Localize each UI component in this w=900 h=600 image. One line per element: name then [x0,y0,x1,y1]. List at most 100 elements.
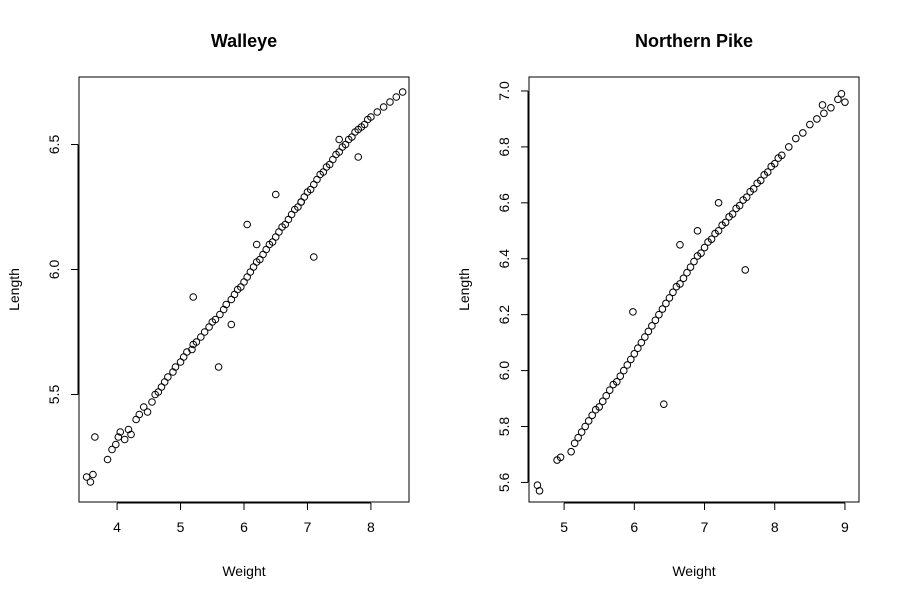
data-point [570,439,579,448]
data-point [588,411,596,420]
data-point [634,344,642,353]
x-tick-label: 7 [701,519,709,535]
data-point [721,218,730,227]
data-point [567,447,575,456]
data-point [700,243,709,252]
data-point [742,193,751,202]
data-point [820,109,828,118]
y-tick-label: 6.0 [46,260,62,280]
data-point [741,266,750,274]
panel-northern-pike: Northern Pike Weight Length 5 6 7 8 9 5.6 5.8 6.0 6… [456,31,860,579]
data-point [189,293,198,301]
data-point [777,151,786,160]
data-point [676,240,684,249]
data-point [135,410,144,419]
data-point [693,226,702,235]
x-tick-label: 5 [177,519,185,535]
data-point [679,274,688,283]
x-tick-label: 5 [560,519,568,535]
data-point [665,294,674,302]
data-point [398,88,407,96]
data-point [837,89,846,98]
data-point [197,333,205,341]
data-point [335,135,343,144]
data-point [662,299,670,308]
data-point [216,310,224,319]
data-point [813,115,821,123]
x-tick-label: 6 [630,519,638,535]
x-tick-label: 8 [771,519,779,535]
data-point [164,373,172,381]
data-points [533,89,849,495]
data-point [612,377,621,386]
data-point [660,400,668,408]
data-point [222,300,231,309]
data-point [627,355,635,364]
y-tick-label: 5.8 [496,417,512,437]
data-point [763,168,772,176]
data-point [556,453,565,462]
data-point [623,361,632,369]
x-tick-label: 8 [367,519,375,535]
data-point [605,386,614,394]
data-point [749,185,758,193]
data-point [714,199,723,207]
y-tick-label: 6.8 [496,137,512,157]
data-points [82,88,407,486]
x-tick-label: 9 [841,519,849,535]
y-tick-label: 6.6 [496,193,512,213]
data-point [143,408,152,416]
data-point [690,257,698,266]
data-point [252,240,261,249]
data-point [120,435,129,444]
data-point [616,372,625,380]
data-point [188,345,196,354]
data-point [834,95,842,104]
data-point [148,398,156,406]
data-point [214,363,223,371]
data-point [598,397,607,406]
data-point [535,487,544,495]
data-point [227,320,236,329]
x-axis-label: Weight [672,563,715,579]
y-tick-label: 5.6 [496,472,512,492]
data-point [271,190,280,199]
data-point [114,433,123,441]
data-point [641,333,649,341]
data-point [192,338,201,346]
data-point [386,98,394,106]
y-tick-label: 7.0 [496,81,512,101]
data-point [379,103,388,111]
plot-frame [528,76,860,503]
x-tick-label: 6 [240,519,248,535]
data-point [714,226,723,235]
data-point [577,428,586,436]
data-point [806,120,814,129]
data-point [91,433,99,441]
data-point [697,249,705,257]
data-point [310,253,318,261]
x-tick-label: 4 [113,519,121,535]
data-point [770,159,779,168]
data-point [354,153,363,161]
data-point [392,93,401,101]
data-point [686,263,695,271]
x-axis-label: Weight [222,563,265,579]
data-point [669,288,677,297]
y-axis-label: Length [456,268,472,311]
data-point [658,305,667,313]
y-tick-label: 6.0 [496,361,512,381]
data-point [756,176,765,185]
data-point [630,350,639,358]
data-point [116,428,125,436]
data-point [243,220,251,229]
data-point [89,470,97,479]
data-point [171,363,180,371]
data-point [629,308,637,316]
data-point [595,403,604,411]
data-point [784,143,793,151]
data-point [676,280,684,288]
data-point [581,422,589,431]
